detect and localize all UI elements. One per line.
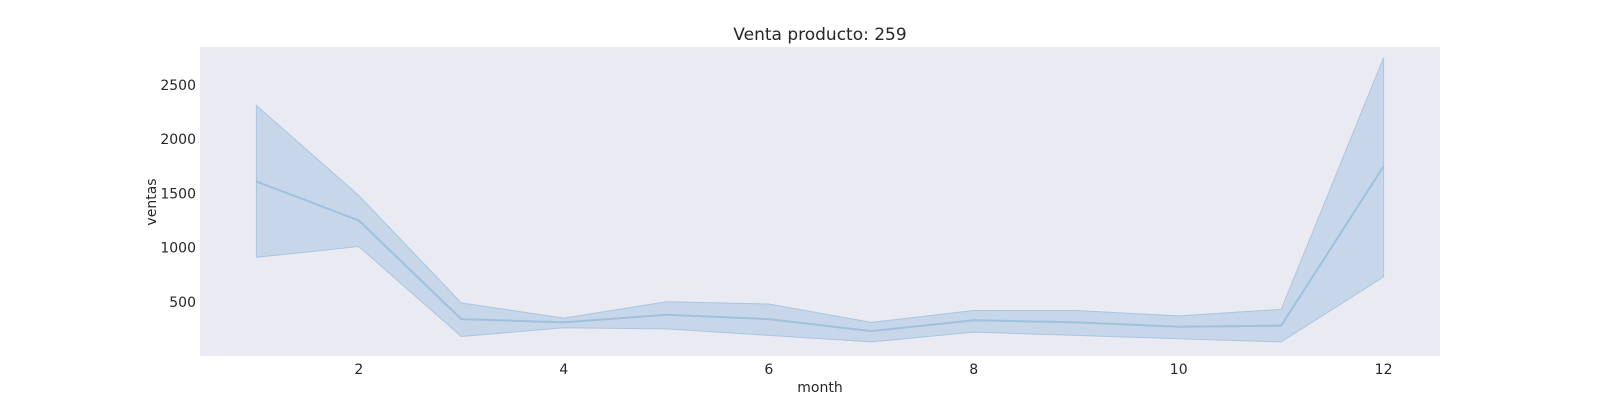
y-tick-label: 500 bbox=[169, 295, 196, 311]
x-axis-ticks: 2 4 6 8 10 12 bbox=[354, 362, 1392, 378]
confidence-band bbox=[255, 57, 1385, 343]
x-tick-label: 12 bbox=[1375, 362, 1393, 378]
y-tick-label: 1000 bbox=[160, 241, 196, 257]
y-axis-ticks: 500 1000 1500 2000 2500 bbox=[160, 78, 196, 311]
x-tick-label: 8 bbox=[969, 362, 978, 378]
y-tick-label: 2000 bbox=[160, 132, 196, 148]
x-tick-label: 10 bbox=[1170, 362, 1188, 378]
chart-title: Venta producto: 259 bbox=[733, 25, 906, 45]
x-tick-label: 6 bbox=[764, 362, 773, 378]
y-tick-label: 1500 bbox=[160, 186, 196, 202]
plot-area bbox=[200, 47, 1440, 356]
y-axis-label: ventas bbox=[144, 178, 160, 225]
x-axis-label: month bbox=[797, 380, 842, 396]
mean-line bbox=[256, 165, 1385, 333]
x-tick-label: 4 bbox=[559, 362, 568, 378]
x-tick-label: 2 bbox=[354, 362, 363, 378]
y-tick-label: 2500 bbox=[160, 78, 196, 94]
